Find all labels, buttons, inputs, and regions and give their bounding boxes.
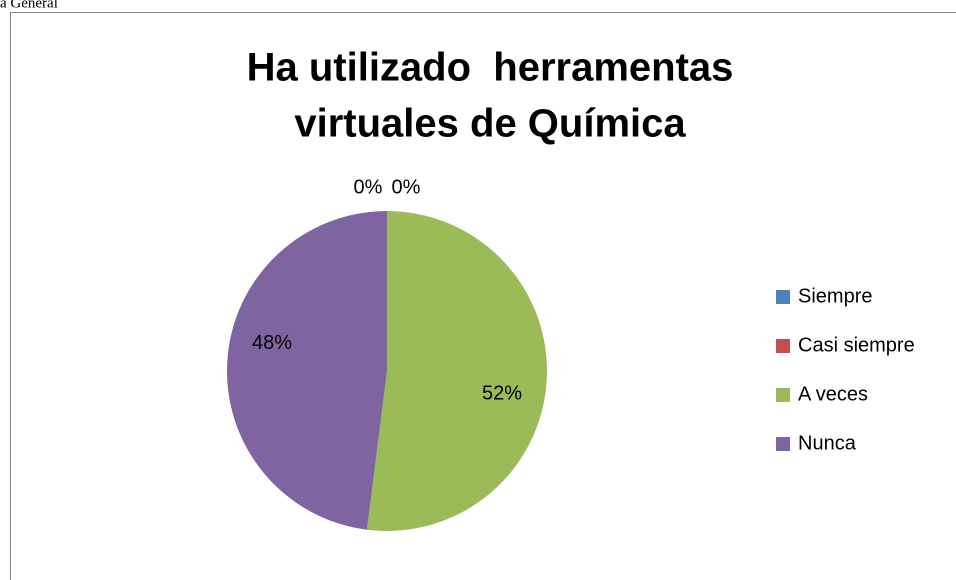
chart-title: Ha utilizado herramentas (247, 46, 734, 90)
legend-swatch (776, 339, 790, 353)
caption: a General (0, 0, 58, 11)
data-label: 48% (252, 332, 292, 354)
data-label: 0% (354, 176, 383, 198)
legend-label: Casi siempre (798, 334, 915, 356)
legend-label: Siempre (798, 285, 872, 307)
legend-swatch (776, 388, 790, 402)
legend-label: A veces (798, 383, 868, 405)
legend-swatch (776, 437, 790, 451)
pie-slice (226, 211, 387, 530)
data-label: 52% (482, 383, 522, 405)
pie-slice (366, 211, 547, 531)
legend-swatch (776, 290, 790, 304)
chart-title: virtuales de Química (294, 102, 686, 146)
legend-label: Nunca (798, 432, 857, 454)
data-label: 0% (392, 176, 421, 198)
